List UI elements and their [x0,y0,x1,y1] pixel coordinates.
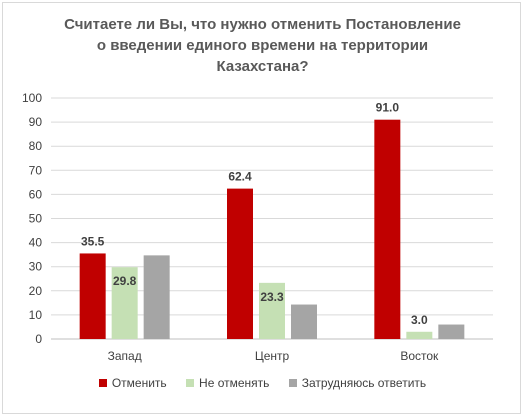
chart-title-line-2: о введении единого времени на территории [96,37,429,54]
chart-frame [2,2,521,414]
y-tick-label: 20 [29,284,43,298]
data-label: 62.4 [228,170,252,184]
chart-legend: Отменить Не отменять Затрудняюсь ответит… [0,376,525,390]
bar [438,324,465,339]
x-category-label: Запад [108,349,142,363]
bar [227,188,253,339]
legend-label-zatrudnyayus: Затрудняюсь ответить [301,376,427,390]
legend-item-otmenit: Отменить [98,376,167,390]
y-tick-label: 80 [29,139,43,153]
y-tick-label: 30 [29,260,43,274]
legend-label-ne-otmenyat: Не отменять [199,376,270,390]
x-category-label: Восток [400,349,439,363]
y-tick-label: 100 [22,91,42,105]
data-label: 91.0 [376,101,400,115]
x-category-label: Центр [255,349,290,363]
legend-item-ne-otmenyat: Не отменять [186,376,269,390]
bar [374,119,401,339]
legend-label-otmenit: Отменить [111,376,167,390]
bar [143,255,170,339]
legend-item-zatrudnyayus: Затрудняюсь ответить [288,376,427,390]
bar [111,267,138,339]
legend-swatch-otmenit [98,379,107,387]
legend-swatch-ne-otmenyat [186,379,195,387]
y-tick-label: 90 [29,115,43,129]
legend-swatch-zatrudnyayus [288,379,297,387]
bar [406,331,433,339]
bar [259,282,285,339]
chart-title-line-1: Считаете ли Вы, что нужно отменить Поста… [64,16,461,33]
data-label: 35.5 [81,234,105,248]
y-tick-label: 0 [35,332,42,346]
y-tick-label: 70 [29,163,43,177]
y-tick-label: 50 [29,212,43,226]
y-tick-label: 40 [29,236,43,250]
y-tick-label: 60 [29,187,43,201]
chart-title: Считаете ли Вы, что нужно отменить Поста… [20,14,505,77]
bar [291,304,317,339]
y-tick-label: 10 [29,308,43,322]
data-label: 23.3 [260,290,284,304]
bar [79,253,106,339]
data-label: 29.8 [113,274,137,288]
chart-title-line-3: Казахстана? [216,58,309,75]
data-label: 3.0 [411,313,428,327]
